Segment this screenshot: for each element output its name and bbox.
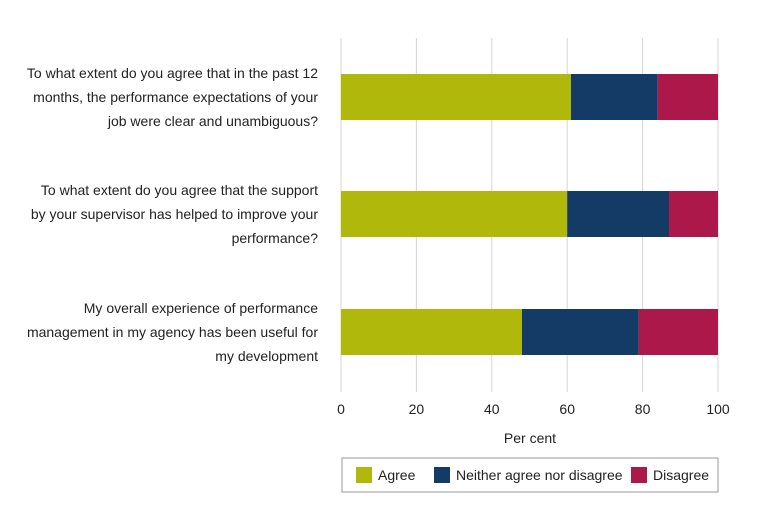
- x-tick-label: 100: [706, 401, 730, 417]
- category-label: To what extent do you agree that the sup…: [41, 182, 318, 198]
- x-tick-label: 40: [484, 401, 500, 417]
- x-axis-title: Per cent: [504, 430, 556, 446]
- legend-swatch: [434, 467, 450, 483]
- bar-segment-disagree: [657, 74, 718, 120]
- bar-segment-agree: [341, 309, 522, 355]
- category-label: To what extent do you agree that in the …: [27, 65, 318, 81]
- x-tick-label: 80: [635, 401, 651, 417]
- legend-label: Agree: [378, 467, 416, 483]
- category-label: by your supervisor has helped to improve…: [31, 206, 318, 222]
- bar-segment-disagree: [668, 191, 718, 237]
- x-tick-label: 20: [409, 401, 425, 417]
- category-label: months, the performance expectations of …: [33, 89, 318, 105]
- category-label: My overall experience of performance: [84, 300, 318, 316]
- legend-label: Neither agree nor disagree: [456, 467, 623, 483]
- category-label: my development: [215, 348, 318, 364]
- bar-segment-neither-agree-nor-disagree: [567, 191, 669, 237]
- bar-segment-neither-agree-nor-disagree: [570, 74, 658, 120]
- category-label: performance?: [232, 230, 319, 246]
- legend-label: Disagree: [653, 467, 709, 483]
- bar-segment-agree: [341, 74, 571, 120]
- legend-swatch: [631, 467, 647, 483]
- category-label: job were clear and unambiguous?: [107, 113, 318, 129]
- bar-segment-disagree: [638, 309, 718, 355]
- legend-box: [341, 457, 719, 493]
- x-tick-label: 0: [337, 401, 345, 417]
- bar-segment-agree: [341, 191, 568, 237]
- x-tick-label: 60: [559, 401, 575, 417]
- legend-swatch: [356, 467, 372, 483]
- bar-segment-neither-agree-nor-disagree: [521, 309, 639, 355]
- category-label: management in my agency has been useful …: [27, 324, 318, 340]
